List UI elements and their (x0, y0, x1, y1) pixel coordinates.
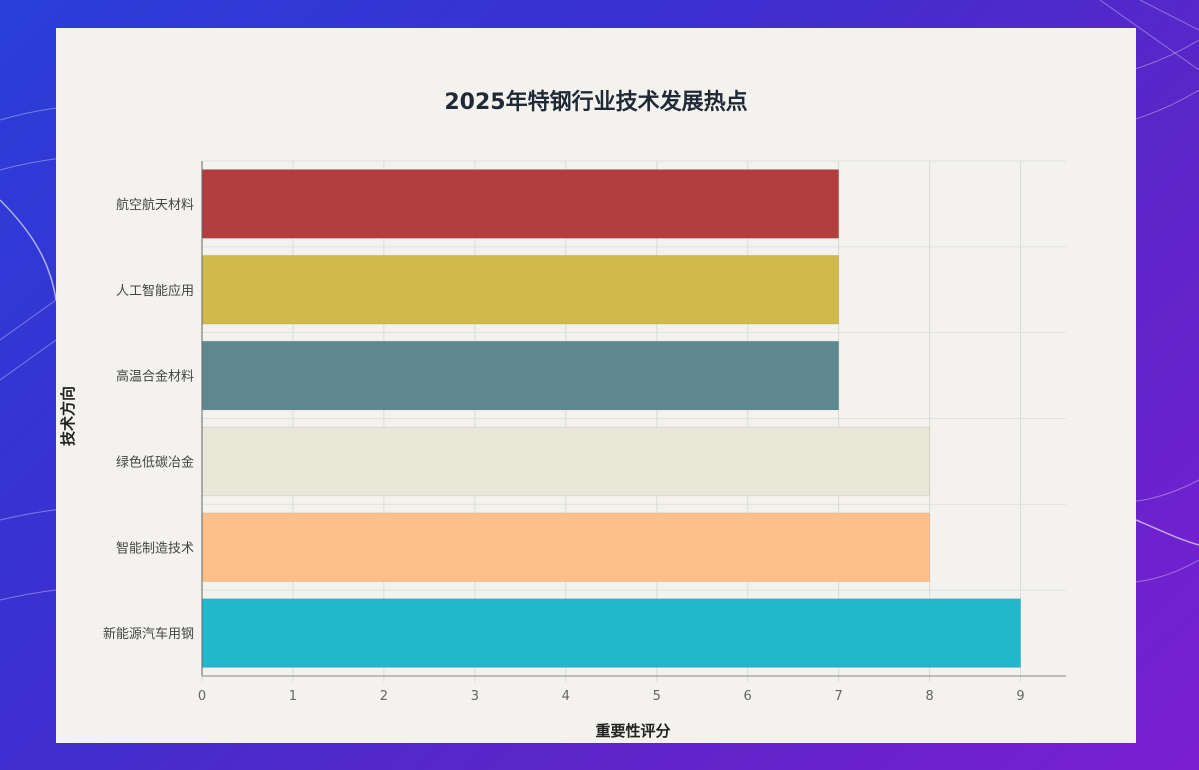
x-tick-label: 4 (562, 689, 570, 704)
y-category-label: 人工智能应用 (116, 283, 194, 299)
bar-1 (201, 254, 840, 325)
x-tick-label: 6 (744, 689, 752, 704)
y-category-label: 高温合金材料 (116, 369, 194, 385)
x-tick-label: 2 (380, 689, 388, 704)
x-tick-label: 3 (471, 689, 479, 704)
y-category-label: 绿色低碳冶金 (116, 454, 194, 470)
x-tick-label: 9 (1016, 689, 1024, 704)
bar-layer (201, 169, 1022, 668)
x-tick-label: 7 (834, 689, 842, 704)
x-axis-title: 重要性评分 (595, 722, 670, 740)
bar-2 (201, 340, 840, 411)
axis-layer: 0 1 2 3 4 5 6 7 8 9 航空航天材料人工智能应用高温合金材料绿色低碳冶金智能制造技术… (103, 161, 1066, 704)
bar-chart: 0 1 2 3 4 5 6 7 8 9 航空航天材料人工智能应用高温合金材料绿色低碳冶金智能制造技术… (59, 160, 1066, 740)
bar-5 (201, 598, 1022, 668)
y-category-label: 航空航天材料 (116, 197, 194, 213)
chart-card: 2025年特钢行业技术发展热点 0 1 2 3 4 5 6 7 8 9 航空航天材料 人工智能应用 高温… (56, 28, 1136, 743)
chart-title: 2025年特钢行业技术发展热点 (444, 90, 748, 115)
bar-3 (201, 426, 931, 497)
bar-4 (201, 512, 931, 583)
x-tick-label: 5 (653, 689, 661, 704)
x-tick-label: 0 (198, 689, 206, 704)
y-category-label: 新能源汽车用钢 (103, 626, 194, 642)
bar-0 (201, 169, 840, 239)
x-tick-label: 1 (289, 689, 297, 704)
y-category-label: 智能制造技术 (116, 541, 194, 556)
y-axis-title: 技术方向 (59, 386, 77, 446)
x-tick-label: 8 (925, 689, 933, 704)
